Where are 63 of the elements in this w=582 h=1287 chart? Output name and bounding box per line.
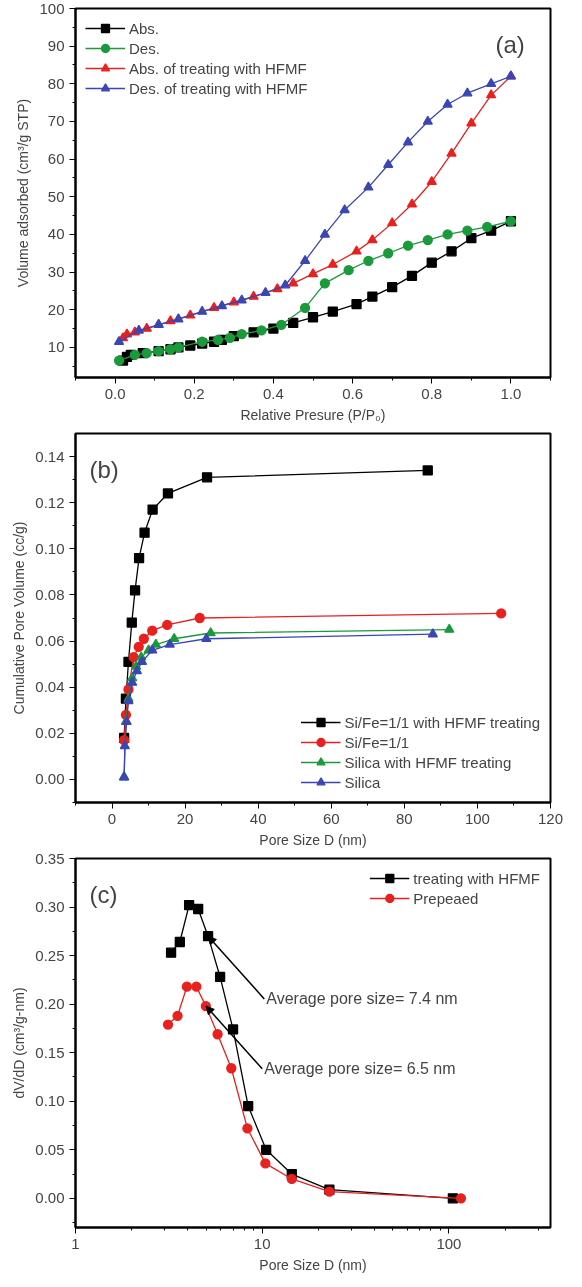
y-tick-label: 0.06	[35, 632, 65, 650]
x-tick-label: 0.2	[183, 384, 205, 402]
x-tick-label: 20	[176, 809, 194, 827]
y-tick-label: 0.08	[35, 585, 65, 603]
y-tick-label: 90	[47, 37, 65, 55]
y-axis-title: dV/dD (cm³/g-nm)	[11, 987, 28, 1099]
x-tick-label: 0.0	[104, 384, 126, 402]
x-tick-label: 80	[396, 809, 413, 827]
y-tick-label: 0.00	[35, 770, 65, 788]
y-tick-label: 30	[47, 263, 65, 281]
legend-label: treating with HFMF	[413, 869, 540, 887]
annotation: Average pore size= 7.4 nm	[266, 990, 458, 1008]
legend-label: Si/Fe=1/1 with HFMF treating	[344, 713, 540, 731]
y-tick-label: 0.25	[35, 946, 65, 964]
y-tick-label: 0.05	[35, 1140, 65, 1158]
legend-label: Si/Fe=1/1	[344, 733, 410, 751]
y-tick-label: 0.35	[35, 849, 65, 867]
x-tick-label: 1.0	[500, 384, 522, 402]
y-tick-label: 40	[47, 225, 65, 243]
y-tick-label: 0.10	[35, 539, 65, 557]
legend-label: Abs. of treating with HFMF	[129, 59, 307, 77]
annotation: Average pore size= 6.5 nm	[264, 1060, 456, 1078]
y-tick-label: 0.14	[35, 447, 65, 465]
x-tick-label: 120	[537, 809, 564, 827]
y-tick-label: 0.02	[35, 724, 65, 742]
legend-label: Abs.	[129, 19, 160, 37]
y-tick-label: 0.04	[35, 678, 65, 696]
annotation: (b)	[89, 455, 119, 483]
y-tick-label: 0.10	[35, 1092, 65, 1110]
x-tick-label: 100	[436, 1234, 462, 1252]
y-tick-label: 0.20	[35, 995, 65, 1013]
x-tick-label: 0.6	[342, 384, 364, 402]
x-tick-label: 0	[107, 809, 117, 827]
x-axis-title: Pore Size D (nm)	[259, 831, 367, 848]
x-tick-label: 60	[322, 809, 340, 827]
x-axis-title: Relative Presure (P/P₀)	[240, 406, 386, 423]
y-tick-label: 0.30	[35, 898, 65, 916]
y-tick-label: 20	[47, 300, 65, 318]
x-tick-label: 0.8	[421, 384, 443, 402]
legend-label: Silica	[344, 773, 381, 791]
legend-label: Prepeaed	[413, 889, 479, 907]
annotation: (a)	[495, 30, 525, 58]
y-tick-label: 0.12	[35, 493, 65, 511]
x-tick-label: 0.4	[262, 384, 284, 402]
x-tick-label: 100	[464, 809, 490, 827]
y-tick-label: 0.15	[35, 1043, 65, 1061]
annotation: (c)	[89, 880, 118, 908]
y-tick-label: 50	[47, 187, 65, 205]
y-tick-label: 100	[39, 0, 65, 17]
y-tick-label: 10	[47, 338, 65, 356]
y-tick-label: 80	[47, 74, 65, 92]
x-axis-title: Pore Size D (nm)	[259, 1256, 367, 1273]
legend-label: Silica with HFMF treating	[344, 753, 512, 771]
y-axis-title: Cumulative Pore Volume (cc/g)	[11, 521, 28, 715]
x-tick-label: 1	[71, 1234, 80, 1252]
x-tick-label: 40	[249, 809, 267, 827]
legend-label: Des.	[129, 39, 160, 57]
legend-label: Des. of treating with HFMF	[129, 79, 308, 97]
y-tick-label: 60	[47, 150, 65, 168]
y-tick-label: 70	[47, 112, 65, 130]
x-tick-label: 10	[253, 1234, 271, 1252]
y-tick-label: 0.00	[35, 1189, 65, 1207]
y-axis-title: Volume adsorbed (cm³/g STP)	[15, 98, 32, 288]
